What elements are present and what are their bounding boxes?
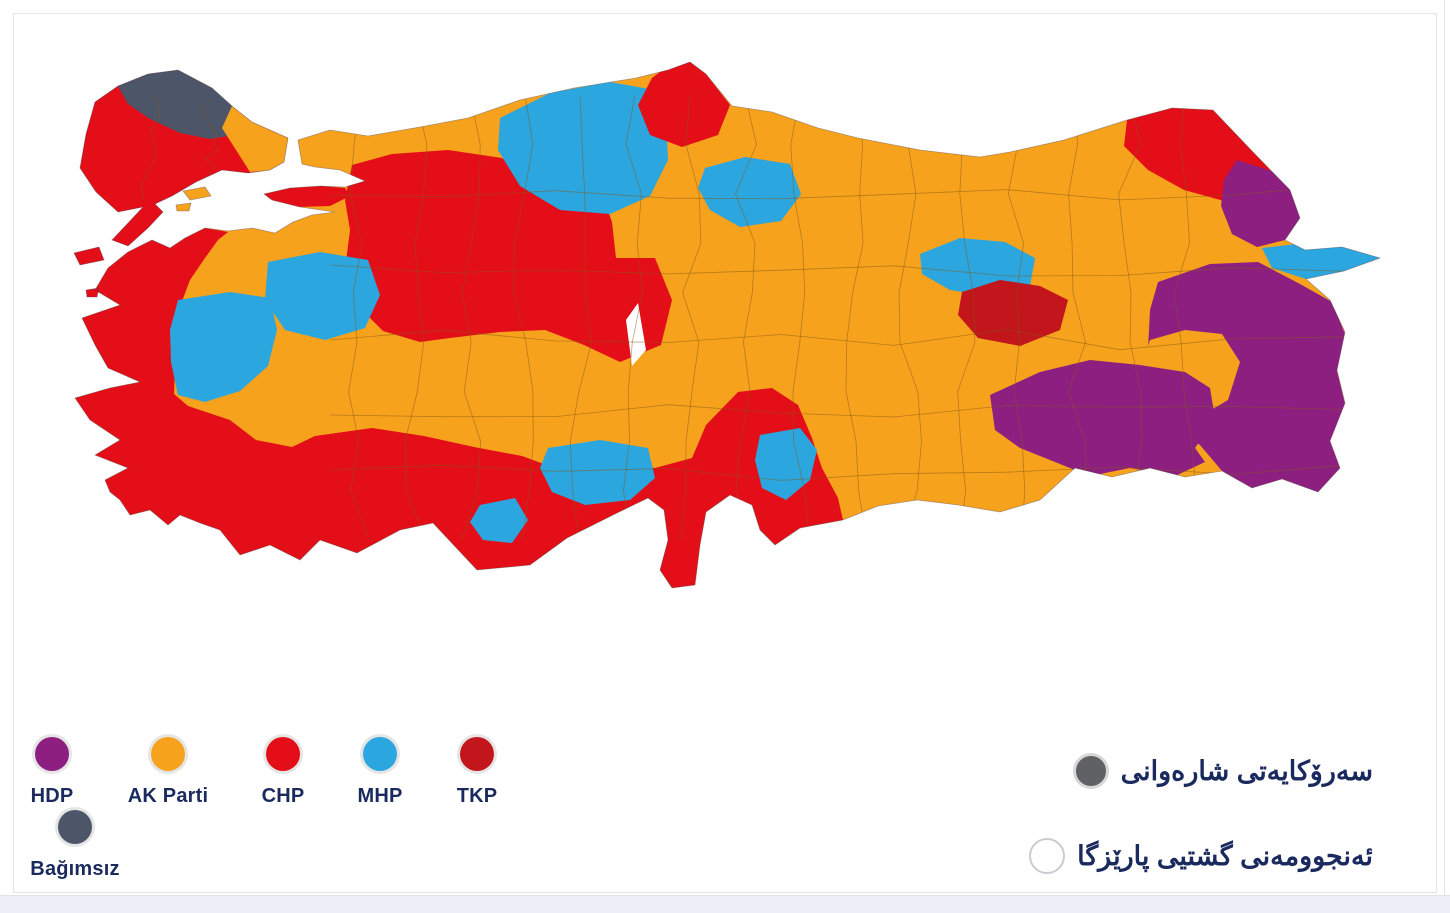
legend-color-dot-tkp [460, 737, 494, 771]
island-avsa-island[interactable] [176, 203, 191, 211]
region-yalova[interactable] [264, 186, 350, 207]
legend-label: Bağımsız [30, 858, 120, 880]
region-burdur-patch[interactable] [470, 498, 528, 543]
region-kutahya-patch[interactable] [265, 252, 380, 340]
legend-label: HDP [30, 785, 74, 807]
legend-item-mhp[interactable]: MHP [322, 737, 438, 808]
legend-item-chp[interactable]: CHP [225, 737, 341, 808]
region-igdir-strip[interactable] [1262, 243, 1380, 279]
region-karaman-patch[interactable] [540, 440, 655, 505]
province-border-lines [141, 94, 1346, 541]
radio-selected-icon[interactable] [1072, 753, 1109, 789]
legend-label: AK Parti [127, 785, 209, 807]
legend-item-ind[interactable]: Bağımsız [17, 810, 133, 881]
region-diyarbakir-cluster[interactable] [990, 360, 1215, 476]
outline-thrace [79, 69, 289, 247]
region-amasya-patch[interactable] [698, 157, 801, 227]
legend-item-tkp[interactable]: TKP [419, 737, 535, 808]
region-kars-ardahan[interactable] [1221, 160, 1300, 247]
region-osmaniye-patch[interactable] [755, 428, 817, 500]
turkey-election-map[interactable] [0, 0, 1450, 700]
outline-gokceada [73, 246, 105, 266]
legend-color-dot-mhp [363, 737, 397, 771]
outline-bozcaada [85, 287, 100, 298]
island-marmara-island[interactable] [183, 187, 211, 200]
outline-anatolia [74, 61, 1382, 589]
region-kirklareli[interactable] [118, 70, 252, 139]
region-coastal-band-west-south[interactable] [75, 228, 843, 588]
region-kastamonu-cluster[interactable] [498, 82, 668, 214]
legend-color-dot-akp [151, 737, 185, 771]
legend-color-dot-ind [58, 810, 92, 844]
outline-marmara-island [182, 186, 212, 201]
outline-avsa-island [175, 202, 192, 212]
region-sinop[interactable] [638, 62, 730, 147]
region-tuz-lake[interactable] [626, 303, 646, 366]
legend-label: CHP [261, 785, 305, 807]
map-mode-option-1[interactable]: سەرۆکایەتی شارەوانی [1072, 753, 1373, 789]
island-gokceada[interactable] [74, 247, 104, 265]
region-istanbul-strip[interactable] [222, 106, 288, 172]
legend-color-dot-chp [266, 737, 300, 771]
region-manisa[interactable] [170, 292, 277, 402]
legend-item-hdp[interactable]: HDP [0, 737, 110, 808]
legend-label: MHP [357, 785, 403, 807]
radio-unselected-icon[interactable] [1029, 838, 1066, 874]
legend-item-akp[interactable]: AK Parti [110, 737, 226, 808]
right-divider [1444, 0, 1445, 913]
map-mode-option-2[interactable]: ئەنجوومەنی گشتیی پارێزگا [1029, 838, 1373, 874]
map-mode-option-label: سەرۆکایەتی شارەوانی [1120, 755, 1373, 786]
region-tunceli[interactable] [958, 280, 1068, 346]
map-mode-option-label: ئەنجوومەنی گشتیی پارێزگا [1077, 840, 1373, 871]
bottom-strip [0, 895, 1450, 913]
legend-label: TKP [456, 785, 498, 807]
legend-color-dot-hdp [35, 737, 69, 771]
